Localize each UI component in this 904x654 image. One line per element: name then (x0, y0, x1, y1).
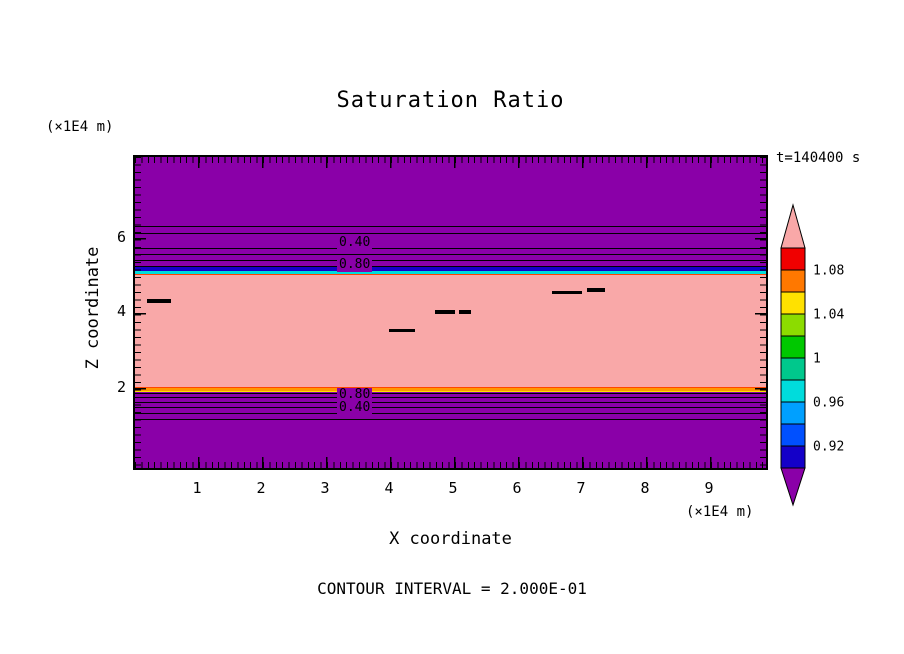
time-annotation: t=140400 s (776, 150, 861, 166)
colorbar-segment (780, 247, 806, 271)
contour-interval-caption: CONTOUR INTERVAL = 2.000E-01 (317, 579, 587, 598)
contour-dash (459, 310, 471, 314)
high-saturation-band (135, 275, 766, 387)
edge-strip-cyan (135, 271, 766, 274)
edge-strip-red (135, 387, 766, 388)
contour-line (135, 233, 766, 234)
colorbar-tick-label: 0.92 (813, 440, 844, 455)
x-tick-label: 7 (576, 479, 586, 497)
x-tick-label: 1 (192, 479, 202, 497)
edge-strip-yellow (135, 391, 766, 392)
contour-line (135, 248, 766, 249)
x-tick-label: 9 (704, 479, 714, 497)
x-tick-label: 5 (448, 479, 458, 497)
y-axis-major-ticks-right (755, 238, 766, 392)
x-axis-title: X coordinate (389, 529, 512, 549)
contour-line (135, 266, 766, 267)
contour-dash (147, 299, 171, 303)
colorbar-segment (780, 269, 806, 293)
contour-dash (587, 288, 605, 292)
contour-dash (552, 291, 582, 294)
edge-strip-orange (135, 388, 766, 391)
contour-label: 0.40 (337, 235, 373, 250)
contour-line (135, 402, 766, 403)
x-tick-label: 8 (640, 479, 650, 497)
contour-dash (389, 329, 415, 332)
contour-label: 0.80 (337, 387, 373, 402)
colorbar-tick-label: 1 (813, 352, 821, 367)
y-tick-label: 2 (116, 378, 126, 396)
colorbar-segment (780, 423, 806, 447)
y-tick-label: 4 (116, 302, 126, 320)
colorbar-segment (780, 379, 806, 403)
x-tick-label: 4 (384, 479, 394, 497)
edge-strip-navy (135, 267, 766, 271)
colorbar-arrow-top (780, 203, 806, 249)
x-tick-label: 2 (256, 479, 266, 497)
y-axis-major-ticks-left (135, 238, 146, 392)
colorbar-segment (780, 401, 806, 425)
colorbar: 1.08 1.04 1 0.96 0.92 (780, 203, 844, 507)
colorbar-segment (780, 357, 806, 381)
colorbar-tick-label: 1.08 (813, 264, 844, 279)
contour-line (135, 419, 766, 420)
colorbar-segment (780, 335, 806, 359)
colorbar-tick-label: 0.96 (813, 396, 844, 411)
contour-label: 0.80 (337, 257, 373, 272)
edge-strip-red (135, 274, 766, 275)
x-axis-major-ticks-top (198, 157, 766, 168)
plot-area: 0.40 0.80 0.80 0.40 (133, 155, 768, 470)
contour-line (135, 397, 766, 398)
contour-line (135, 413, 766, 414)
y-tick-label: 6 (116, 228, 126, 246)
y-axis-unit: (×1E4 m) (46, 119, 114, 135)
colorbar-arrow-bottom (780, 467, 806, 507)
contour-label: 0.40 (337, 400, 373, 415)
x-axis-major-ticks-bottom (198, 457, 766, 468)
plot-title: Saturation Ratio (336, 88, 565, 113)
x-tick-label: 3 (320, 479, 330, 497)
contour-dash (435, 310, 455, 314)
colorbar-segment (780, 313, 806, 337)
contour-line (135, 407, 766, 408)
x-axis-unit: (×1E4 m) (686, 504, 754, 520)
contour-line (135, 393, 766, 394)
x-tick-label: 6 (512, 479, 522, 497)
colorbar-segment (780, 445, 806, 469)
colorbar-tick-label: 1.04 (813, 308, 844, 323)
colorbar-segment (780, 291, 806, 315)
contour-line (135, 254, 766, 255)
contour-line (135, 226, 766, 227)
contour-line (135, 260, 766, 261)
